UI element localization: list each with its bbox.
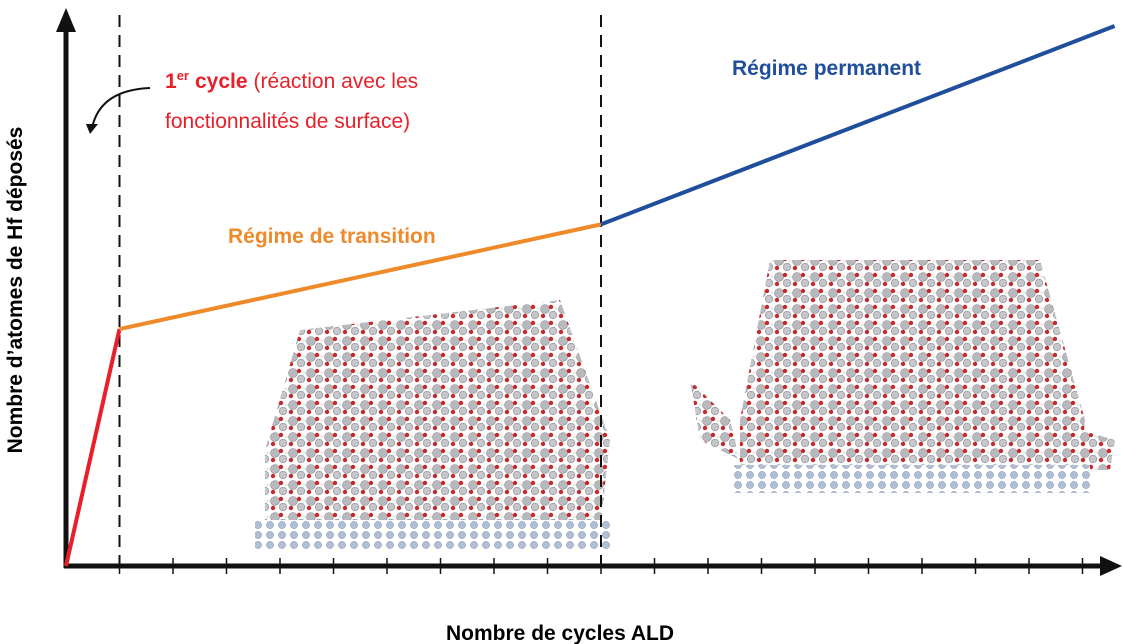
permanent-label: Régime permanent (732, 57, 921, 80)
molecular-structure-1 (255, 300, 610, 550)
cycle-superscript: er (177, 68, 189, 83)
cycle-bold: cycle (195, 70, 248, 93)
x-axis-arrow (1100, 556, 1122, 576)
curved-arrow (91, 87, 151, 129)
growth-line (119, 222, 602, 332)
axes (56, 8, 1122, 576)
growth-line (600, 24, 1116, 227)
growth-line (64, 328, 122, 567)
molecular-structure-2 (690, 260, 1115, 493)
cycle-number: 1 (165, 70, 177, 93)
y-axis-arrow (56, 8, 76, 32)
first-cycle-annotation-line2: fonctionnalités de surface) (165, 110, 410, 133)
curved-arrow-head (86, 124, 98, 134)
y-axis-label: Nombre d’atomes de Hf déposés (4, 127, 27, 454)
cycle-description: (réaction avec les (254, 70, 419, 93)
first-cycle-annotation: 1er cycle (réaction avec les (165, 68, 418, 93)
transition-label: Régime de transition (228, 225, 436, 248)
x-axis-label: Nombre de cycles ALD (446, 622, 674, 644)
